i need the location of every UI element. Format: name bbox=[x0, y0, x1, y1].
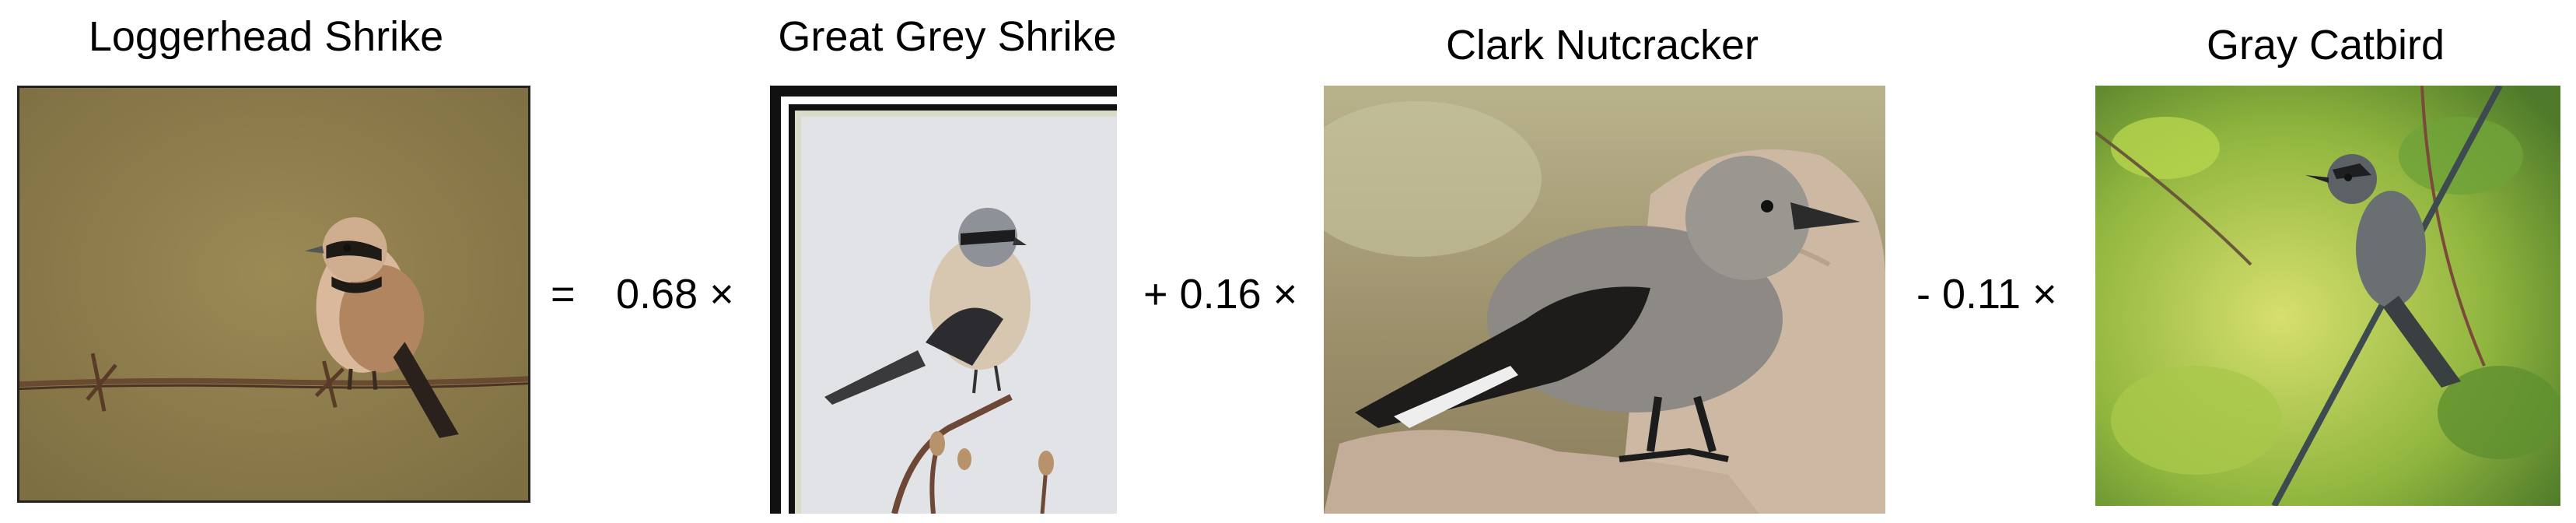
title-gray-catbird: Gray Catbird bbox=[2206, 22, 2445, 68]
title-loggerhead-shrike: Loggerhead Shrike bbox=[88, 13, 444, 60]
coefficient-term-1: 0.68 × bbox=[616, 271, 734, 318]
title-great-grey-shrike: Great Grey Shrike bbox=[778, 13, 1117, 60]
gray-catbird-photo bbox=[2095, 86, 2560, 506]
coefficient-term-2: + 0.16 × bbox=[1143, 271, 1298, 318]
title-clark-nutcracker: Clark Nutcracker bbox=[1445, 22, 1759, 68]
clark-nutcracker-photo bbox=[1324, 86, 1885, 514]
loggerhead-shrike-photo bbox=[17, 86, 530, 503]
equals-sign: = bbox=[551, 271, 576, 318]
great-grey-shrike-photo bbox=[770, 86, 1117, 514]
coefficient-term-3: - 0.11 × bbox=[1916, 271, 2057, 318]
